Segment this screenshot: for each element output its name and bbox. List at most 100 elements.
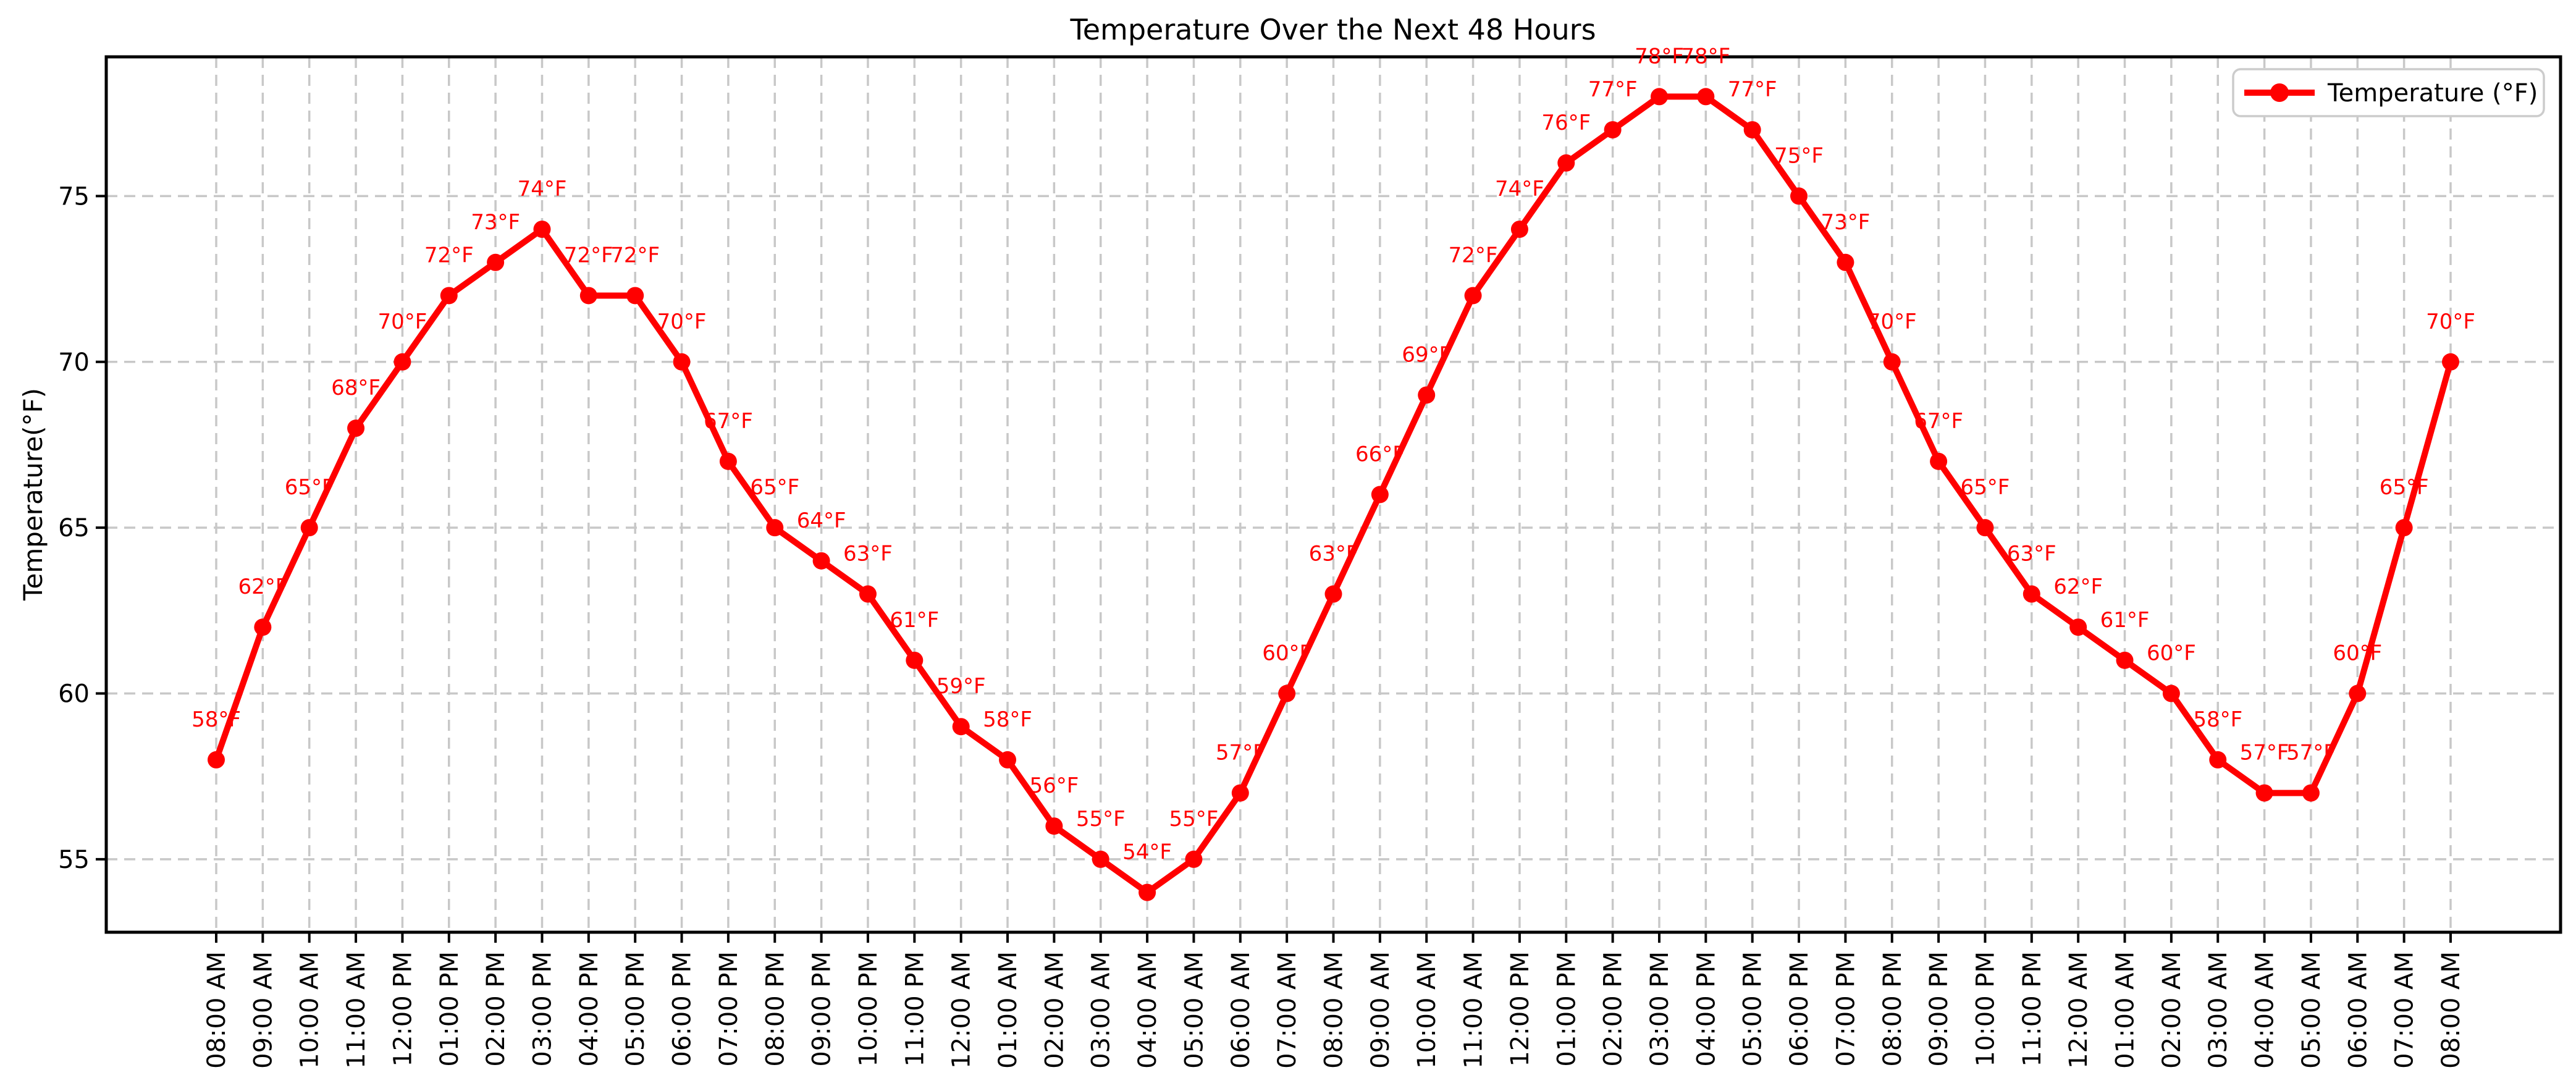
data-point-marker: [952, 718, 970, 736]
data-point-label: 66°F: [1355, 442, 1405, 467]
x-tick-label: 03:00 PM: [1646, 951, 1674, 1067]
data-point-label: 72°F: [424, 243, 474, 267]
data-point-marker: [2255, 784, 2273, 802]
x-tick-label: 12:00 PM: [389, 951, 417, 1067]
x-tick-label: 01:00 AM: [994, 951, 1022, 1069]
data-point-label: 69°F: [1402, 342, 1451, 367]
legend-box: [2232, 68, 2545, 117]
x-tick-label: 10:00 PM: [854, 951, 883, 1067]
data-point-marker: [1324, 585, 1342, 603]
data-point-label: 70°F: [1867, 310, 1917, 334]
data-point-label: 55°F: [1076, 807, 1126, 832]
data-point-marker: [300, 519, 318, 537]
x-tick-label: 01:00 PM: [1552, 951, 1581, 1067]
x-tick-label: 02:00 AM: [2158, 951, 2186, 1069]
x-tick-label: 05:00 AM: [1180, 951, 1208, 1069]
data-point-marker: [1883, 353, 1901, 371]
x-tick-label: 11:00 AM: [1460, 951, 1488, 1069]
x-tick-label: 08:00 AM: [2437, 951, 2465, 1069]
data-point-label: 62°F: [238, 575, 287, 599]
x-tick-label: 10:00 AM: [296, 951, 324, 1069]
data-point-label: 72°F: [564, 243, 613, 267]
legend: Temperature (°F): [2232, 68, 2545, 117]
data-point-marker: [1604, 121, 1622, 139]
data-point-label: 56°F: [1029, 773, 1079, 798]
x-tick-label: 03:00 AM: [2204, 951, 2233, 1069]
data-point-marker: [254, 618, 272, 636]
y-tick-label: 70: [58, 348, 90, 377]
data-point-label: 58°F: [983, 707, 1032, 732]
data-point-label: 57°F: [2240, 741, 2289, 765]
data-point-marker: [487, 253, 505, 271]
data-point-label: 61°F: [890, 608, 939, 633]
data-point-label: 77°F: [1728, 77, 1777, 102]
x-tick-label: 08:00 AM: [1320, 951, 1349, 1069]
data-point-marker: [1557, 154, 1575, 172]
data-point-marker: [1139, 883, 1156, 901]
data-point-label: 74°F: [518, 177, 567, 201]
x-tick-label: 01:00 PM: [436, 951, 464, 1067]
data-point-label: 73°F: [1820, 210, 1870, 235]
data-point-marker: [2162, 685, 2180, 702]
data-point-marker: [2302, 784, 2320, 802]
chart-title: Temperature Over the Next 48 Hours: [1069, 13, 1596, 46]
x-tick-label: 05:00 AM: [2297, 951, 2326, 1069]
x-tick-label: 07:00 AM: [2391, 951, 2419, 1069]
x-tick-label: 07:00 PM: [1832, 951, 1860, 1067]
x-tick-label: 06:00 AM: [1227, 951, 1255, 1069]
data-point-label: 70°F: [2426, 310, 2475, 334]
x-tick-label: 11:00 PM: [2018, 951, 2047, 1067]
data-point-marker: [1697, 88, 1715, 106]
data-point-marker: [533, 221, 551, 238]
data-point-label: 70°F: [657, 310, 707, 334]
data-point-marker: [394, 353, 411, 371]
legend-label: Temperature (°F): [2327, 79, 2538, 107]
data-point-label: 67°F: [1914, 409, 1963, 434]
data-point-marker: [1045, 817, 1063, 835]
data-point-marker: [1930, 452, 1948, 470]
data-point-label: 64°F: [797, 508, 846, 533]
x-tick-label: 11:00 AM: [342, 951, 371, 1069]
data-point-label: 65°F: [1961, 475, 2010, 500]
data-point-label: 60°F: [1262, 641, 1311, 666]
data-point-marker: [1418, 386, 1436, 404]
data-point-label: 62°F: [2053, 575, 2103, 599]
data-point-label: 63°F: [843, 542, 893, 567]
x-tick-label: 09:00 PM: [808, 951, 836, 1067]
x-tick-label: 05:00 PM: [1739, 951, 1767, 1067]
data-point-label: 70°F: [378, 310, 427, 334]
data-point-label: 58°F: [2193, 707, 2242, 732]
x-tick-label: 06:00 PM: [668, 951, 697, 1067]
x-tick-label: 08:00 PM: [1879, 951, 1907, 1067]
x-tick-label: 09:00 PM: [1925, 951, 1953, 1067]
x-tick-label: 03:00 AM: [1087, 951, 1116, 1069]
data-point-marker: [1976, 519, 1994, 537]
data-point-marker: [673, 353, 691, 371]
data-point-label: 65°F: [750, 475, 799, 500]
data-point-marker: [1650, 88, 1668, 106]
x-tick-label: 12:00 AM: [948, 951, 976, 1069]
x-tick-label: 11:00 PM: [901, 951, 929, 1067]
data-point-marker: [2022, 585, 2040, 603]
data-point-marker: [2395, 519, 2413, 537]
x-tick-label: 08:00 PM: [761, 951, 789, 1067]
data-point-marker: [1092, 850, 1109, 868]
data-point-marker: [2349, 685, 2367, 702]
y-axis-label: Temperature(°F): [18, 388, 48, 601]
data-point-label: 57°F: [2286, 741, 2336, 765]
grid-layer: [106, 57, 2561, 932]
data-point-marker: [1743, 121, 1761, 139]
data-point-marker: [347, 419, 365, 437]
data-point-marker: [999, 751, 1017, 769]
data-point-label: 67°F: [704, 409, 753, 434]
x-tick-label: 07:00 AM: [1273, 951, 1302, 1069]
data-point-marker: [1464, 287, 1482, 305]
data-point-marker: [2209, 751, 2227, 769]
x-tick-label: 09:00 AM: [249, 951, 277, 1069]
x-tick-label: 01:00 AM: [2111, 951, 2140, 1069]
x-tick-label: 12:00 AM: [2065, 951, 2093, 1069]
data-point-label: 72°F: [1449, 243, 1498, 267]
x-tick-label: 02:00 PM: [482, 951, 510, 1067]
